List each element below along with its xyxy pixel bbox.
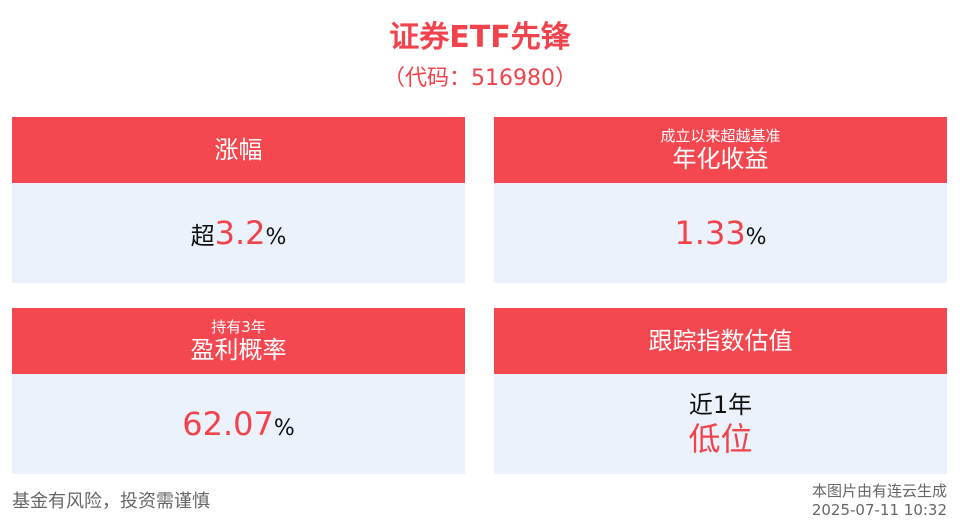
gain-value: 3.2 <box>214 214 266 252</box>
risk-disclaimer: 基金有风险，投资需谨慎 <box>12 491 210 512</box>
annualized-unit: % <box>745 225 767 250</box>
valuation-card-header: 跟踪指数估值 <box>494 308 947 374</box>
profit-prob-value: 62.07 <box>182 405 274 443</box>
source-text: 本图片由有连云生成 <box>811 482 947 500</box>
annualized-value-line: 1.33 % <box>674 214 766 252</box>
annualized-card-header: 成立以来超越基准 年化收益 <box>494 117 947 183</box>
valuation-card-title: 跟踪指数估值 <box>648 327 793 355</box>
gain-card: 涨幅 超 3.2 % <box>12 117 465 283</box>
annualized-value: 1.33 <box>674 214 746 252</box>
gain-value-line: 超 3.2 % <box>191 214 287 252</box>
annualized-card-subtitle: 成立以来超越基准 <box>660 127 781 145</box>
valuation-card: 跟踪指数估值 近1年 低位 <box>494 308 947 474</box>
valuation-level: 低位 <box>688 420 753 458</box>
fund-code: （代码：516980） <box>383 66 577 91</box>
profit-prob-card-subtitle: 持有3年 <box>211 318 266 336</box>
profit-prob-card-header: 持有3年 盈利概率 <box>12 308 465 374</box>
generated-timestamp: 2025-07-11 10:32 <box>811 501 947 519</box>
gain-card-header: 涨幅 <box>12 117 465 183</box>
source-note: 本图片由有连云生成 2025-07-11 10:32 <box>812 482 947 520</box>
gain-unit: % <box>265 225 287 250</box>
profit-prob-card-title: 盈利概率 <box>190 336 287 364</box>
annualized-card: 成立以来超越基准 年化收益 1.33 % <box>494 117 947 283</box>
gain-prefix: 超 <box>190 222 215 250</box>
profit-prob-card-body: 62.07 % <box>12 374 465 474</box>
valuation-period: 近1年 <box>688 391 753 419</box>
page-title: 证券ETF先锋 <box>389 20 571 55</box>
profit-prob-unit: % <box>273 416 295 441</box>
annualized-card-body: 1.33 % <box>494 183 947 283</box>
valuation-card-body: 近1年 低位 <box>494 374 947 474</box>
gain-card-body: 超 3.2 % <box>12 183 465 283</box>
profit-prob-value-line: 62.07 % <box>182 405 295 443</box>
profit-prob-card: 持有3年 盈利概率 62.07 % <box>12 308 465 474</box>
gain-card-title: 涨幅 <box>214 136 263 164</box>
annualized-card-title: 年化收益 <box>672 145 769 173</box>
